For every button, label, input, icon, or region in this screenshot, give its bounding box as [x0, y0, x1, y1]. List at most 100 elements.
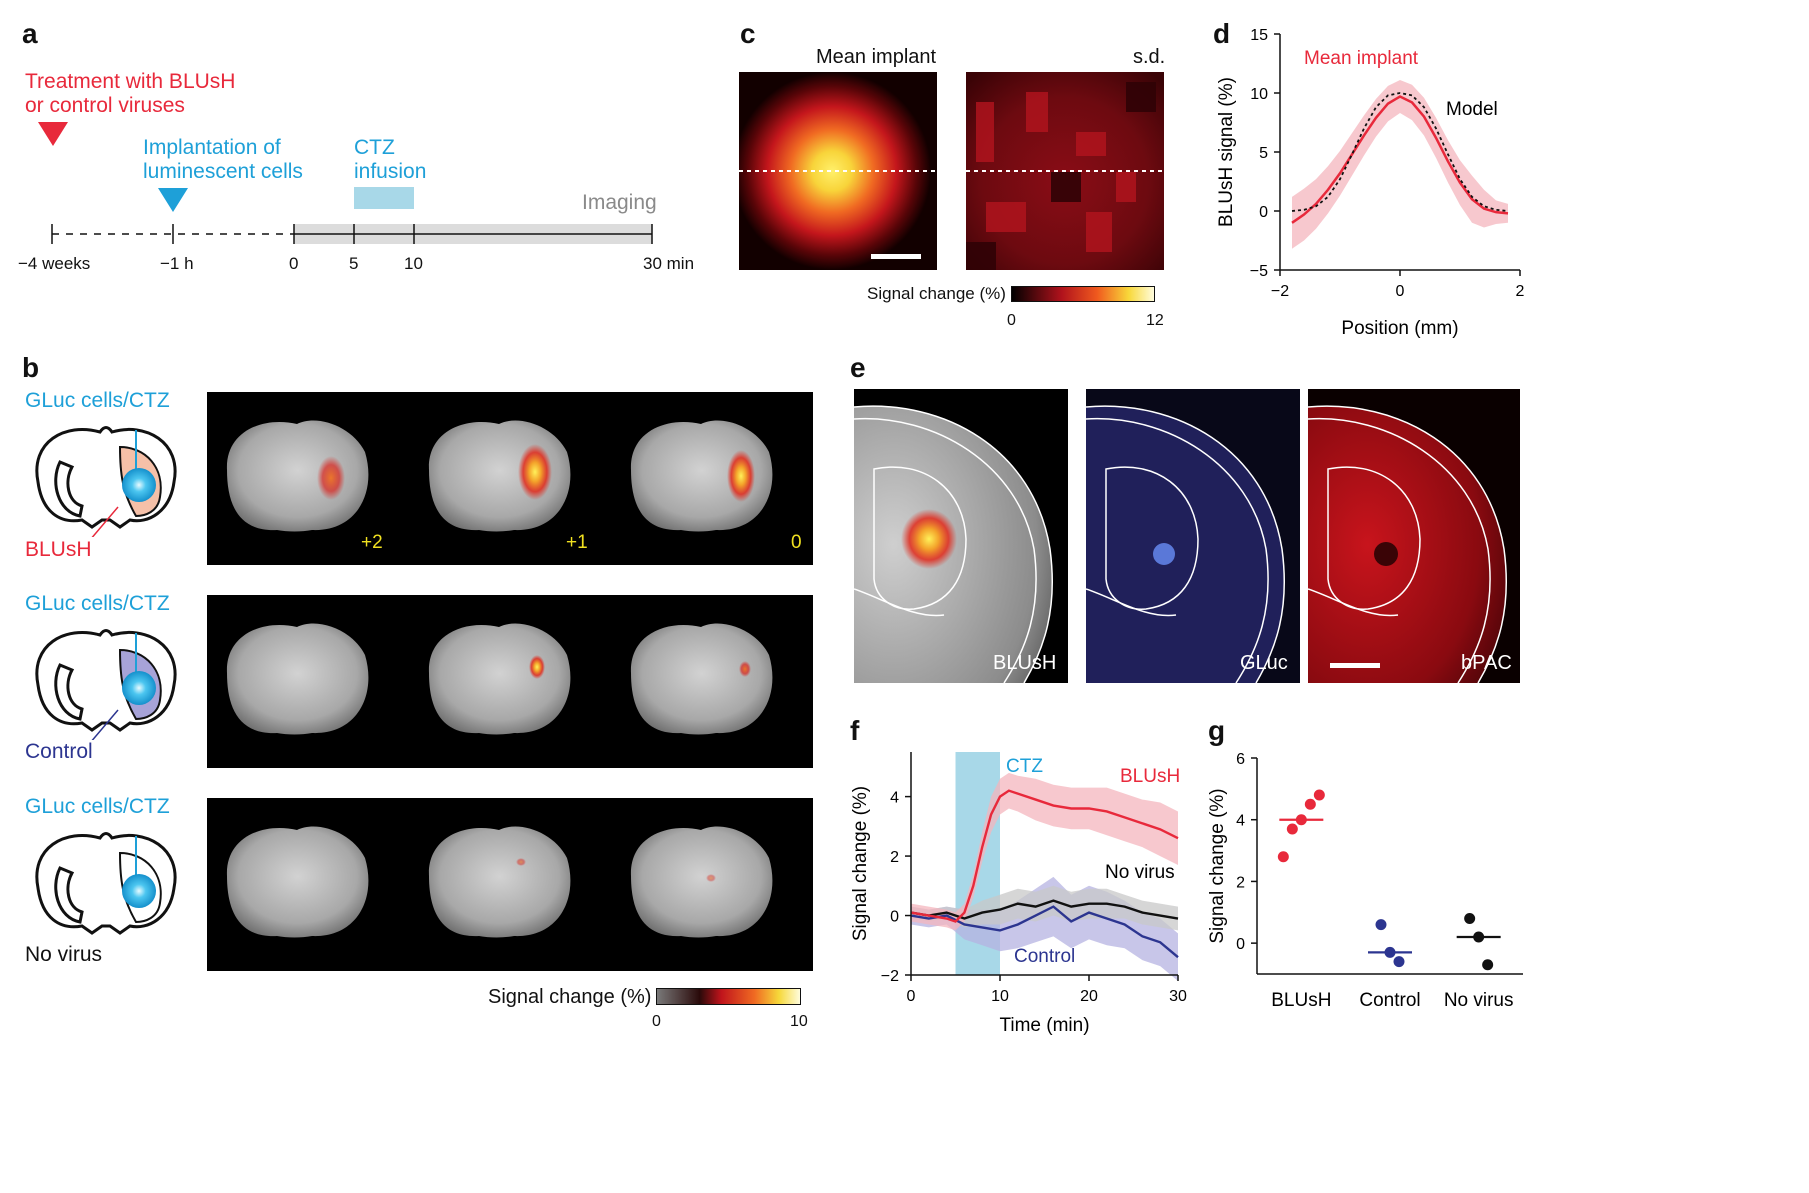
- y-tick-label: 0: [1259, 204, 1268, 221]
- y-axis-label: Signal change (%): [850, 786, 871, 941]
- slice-label-plus1: +1: [566, 532, 588, 553]
- colorbar-c-label: Signal change (%): [867, 284, 1006, 303]
- row3-brain-schematic: [35, 832, 177, 935]
- ctz-label-line1: CTZ: [354, 136, 395, 159]
- panel-label-d: d: [1213, 18, 1231, 49]
- row2-brain-schematic: [35, 629, 177, 740]
- colorbar-c-min: 0: [1007, 312, 1016, 329]
- histology-scale-bar: [1330, 663, 1380, 668]
- category-label: Control: [1359, 990, 1420, 1011]
- colorbar-b-min: 0: [652, 1013, 661, 1030]
- y-tick-label: 0: [1236, 936, 1245, 953]
- implant-label-line1: Implantation of: [143, 136, 281, 159]
- sd-title: s.d.: [1133, 46, 1166, 68]
- x-tick-label: 10: [991, 988, 1009, 1005]
- y-tick-label: 10: [1250, 86, 1268, 103]
- x-tick-label: 30: [1169, 988, 1187, 1005]
- panel-label-e: e: [850, 352, 866, 383]
- tick-label-hour: −1 h: [160, 254, 194, 273]
- x-tick-label: 0: [1396, 283, 1405, 300]
- x-tick-label: 0: [907, 988, 916, 1005]
- row1-top-label: GLuc cells/CTZ: [25, 389, 170, 412]
- category-label: BLUsH: [1271, 990, 1331, 1011]
- x-axis-label: Time (min): [999, 1015, 1089, 1035]
- colorbar-b: [656, 988, 801, 1005]
- histology-label-gluc: GLuc: [1240, 652, 1288, 674]
- ctz-label-line2: infusion: [354, 160, 427, 183]
- timecourse-chart: CTZ −2 0 2 4 0 10 20 30 Time (min) Signal change (…: [850, 752, 1187, 1035]
- data-point: [1313, 789, 1325, 801]
- y-tick-label: 4: [1236, 813, 1245, 830]
- histology-gluc: [1086, 389, 1300, 683]
- row1-mri-panel: [207, 392, 813, 565]
- tick-label-5: 5: [349, 254, 359, 273]
- ctz-infusion-bar: [354, 187, 414, 209]
- sd-heatmap: [966, 72, 1164, 270]
- mean-implant-line: [1291, 95, 1509, 224]
- row3-top-label: GLuc cells/CTZ: [25, 795, 170, 818]
- histology-label-blush: BLUsH: [993, 652, 1057, 674]
- legend-control: Control: [1014, 946, 1075, 967]
- histology-bpac: [1308, 389, 1520, 683]
- data-point: [1286, 823, 1298, 835]
- mean-implant-heatmap: [739, 72, 937, 270]
- data-point: [1277, 851, 1289, 863]
- data-point: [1473, 931, 1485, 943]
- ctz-label: CTZ: [1006, 756, 1043, 777]
- legend-no-virus: No virus: [1105, 862, 1175, 883]
- treatment-label-line2: or control viruses: [25, 94, 185, 117]
- row3-bottom-label: No virus: [25, 943, 103, 966]
- y-tick-label: −5: [1250, 263, 1268, 280]
- row3-mri-panel: [207, 798, 813, 971]
- model-line: [1291, 92, 1509, 212]
- category-label: No virus: [1444, 990, 1514, 1011]
- implant-label-line2: luminescent cells: [143, 160, 303, 183]
- panel-label-a: a: [22, 18, 38, 49]
- y-axis-label: Signal change (%): [1207, 788, 1228, 943]
- panel-label-b: b: [22, 352, 40, 383]
- slice-label-0: 0: [791, 532, 802, 553]
- data-point: [1304, 798, 1316, 810]
- colorbar-b-label: Signal change (%): [488, 986, 652, 1008]
- panel-label-g: g: [1208, 715, 1226, 746]
- y-tick-label: −2: [881, 968, 899, 985]
- legend-blush: BLUsH: [1120, 766, 1180, 787]
- tick-label-30: 30 min: [643, 254, 695, 273]
- data-point: [1464, 912, 1476, 924]
- mean-implant-title: Mean implant: [816, 46, 937, 68]
- tick-label-0: 0: [289, 254, 299, 273]
- implant-arrow-icon: [158, 188, 188, 212]
- legend-model: Model: [1446, 99, 1498, 120]
- histology-label-bpac: bPAC: [1461, 652, 1512, 674]
- colorbar-c-max: 12: [1146, 312, 1164, 329]
- tick-label-10: 10: [404, 254, 423, 273]
- mean-implant-band: [1292, 80, 1508, 249]
- colorbar-b-max: 10: [790, 1013, 808, 1030]
- data-point: [1295, 814, 1307, 826]
- row2-bottom-label: Control: [25, 740, 93, 763]
- timeline-diagram: [38, 122, 653, 244]
- y-tick-label: 0: [890, 909, 899, 926]
- histology-blush: [854, 389, 1068, 683]
- y-tick-label: 5: [1259, 145, 1268, 162]
- treatment-label-line1: Treatment with BLUsH: [25, 70, 236, 93]
- data-point: [1375, 919, 1387, 931]
- summary-scatter-chart: 0 2 4 6 Signal change (%) BLUsH Control No viru…: [1207, 751, 1523, 1011]
- data-point: [1384, 946, 1396, 958]
- tick-label-weeks: −4 weeks: [18, 254, 91, 273]
- data-point: [1393, 956, 1405, 968]
- timeline-ticks: [51, 224, 653, 244]
- line-blush: [910, 789, 1179, 923]
- panel-label-f: f: [850, 715, 860, 746]
- imaging-label: Imaging: [582, 191, 657, 214]
- x-axis-label: Position (mm): [1341, 318, 1458, 339]
- row1-brain-schematic: [35, 426, 177, 537]
- x-tick-label: 2: [1516, 283, 1525, 300]
- row2-mri-panel: [207, 595, 813, 768]
- treatment-arrow-icon: [38, 122, 68, 146]
- panel-label-c: c: [740, 18, 756, 49]
- slice-label-plus2: +2: [361, 532, 383, 553]
- band-no-virus: [911, 885, 1178, 931]
- profile-chart: −5 0 5 10 15 −2 0 2 Position (mm) BLUsH signal (%…: [1216, 27, 1525, 339]
- x-tick-label: −2: [1271, 283, 1289, 300]
